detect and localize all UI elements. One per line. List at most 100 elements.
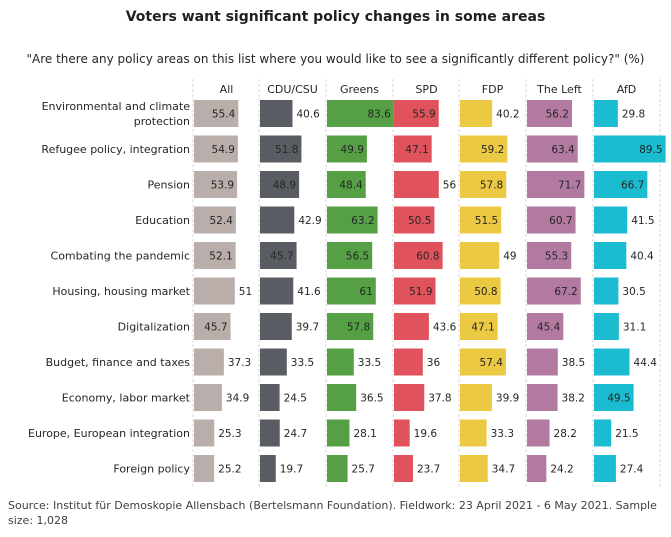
bar-greens-education [327,206,378,234]
value-label-the-left-combating-the-pandemic: 55.3 [545,251,568,263]
bar-the-left-combating-the-pandemic [527,242,572,269]
category-label-line: protection [134,115,190,128]
bar-cdu-csu-budget-finance-and-taxes [260,348,287,376]
value-label-all-combating-the-pandemic: 52.1 [209,251,232,263]
category-label-housing-housing-market: Housing, housing market [52,285,190,298]
bar-fdp-europe-european-integration [460,419,487,447]
category-label-education: Education [135,214,190,227]
value-label-afd-refugee-policy-integration: 89.5 [639,144,662,156]
series-header-greens: Greens [340,83,379,96]
value-label-the-left-pension: 71.7 [558,180,581,192]
bar-the-left-budget-finance-and-taxes [527,348,558,376]
value-label-spd-combating-the-pandemic: 60.8 [416,251,439,263]
bar-cdu-csu-pension [260,171,300,198]
value-label-cdu-csu-education: 42.9 [298,215,321,227]
value-label-fdp-pension: 57.8 [480,180,503,192]
value-label-all-digitalization: 45.7 [204,322,227,334]
bar-greens-refugee-policy-integration [327,135,367,163]
series-header-spd: SPD [415,83,437,96]
value-label-all-economy-labor-market: 34.9 [226,393,249,405]
value-label-afd-combating-the-pandemic: 40.4 [630,251,654,263]
value-label-spd-refugee-policy-integration: 47.1 [405,144,428,156]
value-label-afd-foreign-policy: 27.4 [620,464,644,476]
value-label-spd-digitalization: 43.6 [433,322,457,334]
chart-title: Voters want significant policy changes i… [125,9,546,25]
bar-the-left-refugee-policy-integration [527,135,578,163]
bar-fdp-refugee-policy-integration [460,135,508,163]
bar-the-left-digitalization [527,313,564,340]
value-label-fdp-europe-european-integration: 33.3 [491,428,514,440]
category-label-refugee-policy-integration: Refugee policy, integration [41,143,190,156]
bar-afd-refugee-policy-integration [594,135,666,163]
bar-greens-foreign-policy [327,455,348,482]
bar-cdu-csu-housing-housing-market [260,277,294,305]
bar-greens-budget-finance-and-taxes [327,348,354,376]
bar-all-foreign-policy [194,455,215,482]
value-label-the-left-education: 60.7 [549,215,572,227]
bar-fdp-foreign-policy [460,455,488,482]
bar-greens-europe-european-integration [327,419,350,447]
bar-all-economy-labor-market [194,384,222,411]
value-label-all-refugee-policy-integration: 54.9 [212,144,235,156]
bar-spd-digitalization [394,313,429,340]
bar-spd-foreign-policy [394,455,413,482]
bar-greens-economy-labor-market [327,384,357,411]
bar-afd-europe-european-integration [594,419,612,447]
value-label-greens-budget-finance-and-taxes: 33.5 [358,357,381,369]
value-label-cdu-csu-europe-european-integration: 24.7 [284,428,307,440]
bar-spd-combating-the-pandemic [394,242,443,269]
value-label-the-left-environmental-and-climate-protection: 56.2 [546,109,569,121]
value-label-the-left-refugee-policy-integration: 63.4 [551,144,575,156]
value-label-greens-digitalization: 57.8 [347,322,370,334]
value-label-the-left-europe-european-integration: 28.2 [554,428,577,440]
value-label-afd-environmental-and-climate-protection: 29.8 [622,109,645,121]
value-label-fdp-foreign-policy: 34.7 [492,464,515,476]
bar-all-digitalization [194,313,231,340]
value-label-the-left-housing-housing-market: 67.2 [554,286,577,298]
bar-cdu-csu-environmental-and-climate-protection [260,100,293,127]
series-header-the-left: The Left [536,83,582,96]
bar-the-left-education [527,206,576,234]
bar-cdu-csu-foreign-policy [260,455,276,482]
bar-greens-housing-housing-market [327,277,376,305]
value-label-cdu-csu-economy-labor-market: 24.5 [284,393,307,405]
value-label-fdp-budget-finance-and-taxes: 57.4 [480,357,504,369]
bar-afd-environmental-and-climate-protection [594,100,618,127]
bar-cdu-csu-europe-european-integration [260,419,280,447]
value-label-fdp-digitalization: 47.1 [471,322,494,334]
bar-all-refugee-policy-integration [194,135,238,163]
chart-subtitle: "Are there any policy areas on this list… [26,52,645,66]
value-label-fdp-economy-labor-market: 39.9 [496,393,519,405]
bar-all-budget-finance-and-taxes [194,348,224,376]
value-label-afd-europe-european-integration: 21.5 [615,428,638,440]
bar-spd-refugee-policy-integration [394,135,432,163]
bar-afd-education [594,206,628,234]
value-label-fdp-environmental-and-climate-protection: 40.2 [496,109,519,121]
bar-afd-combating-the-pandemic [594,242,627,269]
value-label-spd-education: 50.5 [408,215,431,227]
bar-fdp-combating-the-pandemic [460,242,500,269]
bar-afd-housing-housing-market [594,277,619,305]
value-label-greens-education: 63.2 [351,215,374,227]
bar-all-education [194,206,236,234]
value-label-all-europe-european-integration: 25.3 [218,428,241,440]
bar-the-left-europe-european-integration [527,419,550,447]
value-label-all-foreign-policy: 25.2 [218,464,241,476]
series-header-fdp: FDP [482,83,504,96]
value-label-afd-education: 41.5 [631,215,654,227]
bar-cdu-csu-education [260,206,295,234]
value-label-fdp-housing-housing-market: 50.8 [474,286,497,298]
bar-all-combating-the-pandemic [194,242,236,269]
category-label-europe-european-integration: Europe, European integration [28,427,190,440]
bar-the-left-housing-housing-market [527,277,581,305]
bar-afd-budget-finance-and-taxes [594,348,630,376]
category-label-combating-the-pandemic: Combating the pandemic [51,250,190,263]
bar-afd-foreign-policy [594,455,616,482]
bar-spd-housing-housing-market [394,277,436,305]
category-label-pension: Pension [148,179,190,192]
bar-spd-budget-finance-and-taxes [394,348,423,376]
value-label-all-housing-housing-market: 51 [239,286,252,298]
bar-greens-digitalization [327,313,374,340]
value-label-all-education: 52.4 [210,215,234,227]
bar-fdp-pension [460,171,507,198]
